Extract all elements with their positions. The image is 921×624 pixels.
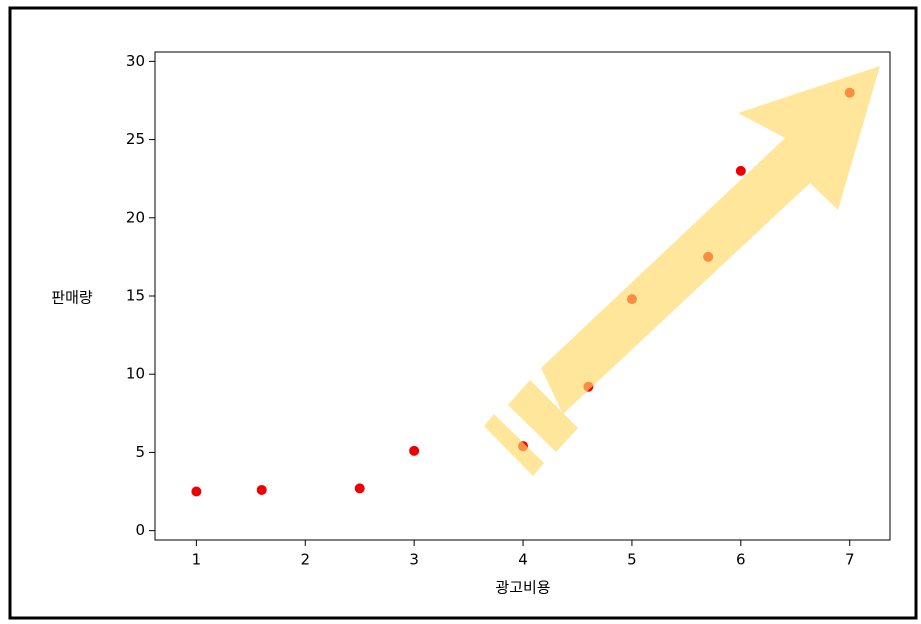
point: [409, 446, 419, 456]
y-tick-label: 10: [126, 365, 145, 383]
x-tick-label: 1: [192, 551, 202, 569]
y-tick-label: 20: [126, 208, 145, 226]
y-tick-label: 5: [135, 443, 145, 461]
x-tick-label: 7: [845, 551, 855, 569]
x-tick-label: 5: [627, 551, 637, 569]
x-tick-label: 4: [518, 551, 528, 569]
y-tick-label: 25: [126, 130, 145, 148]
point: [736, 166, 746, 176]
x-axis-label: 광고비용: [495, 579, 550, 597]
y-tick-label: 0: [135, 521, 145, 539]
y-tick-label: 30: [126, 52, 145, 70]
x-tick-label: 2: [300, 551, 310, 569]
x-tick-label: 6: [736, 551, 746, 569]
point: [257, 485, 267, 495]
chart: 판매량 광고비용 0 5 10 15 20 25 30 1 2 3 4 5 6 7: [0, 0, 921, 624]
x-tick-label: 3: [409, 551, 419, 569]
y-axis-label: 판매량: [51, 289, 93, 307]
point: [191, 487, 201, 497]
y-tick-label: 15: [126, 287, 145, 305]
point: [355, 483, 365, 493]
